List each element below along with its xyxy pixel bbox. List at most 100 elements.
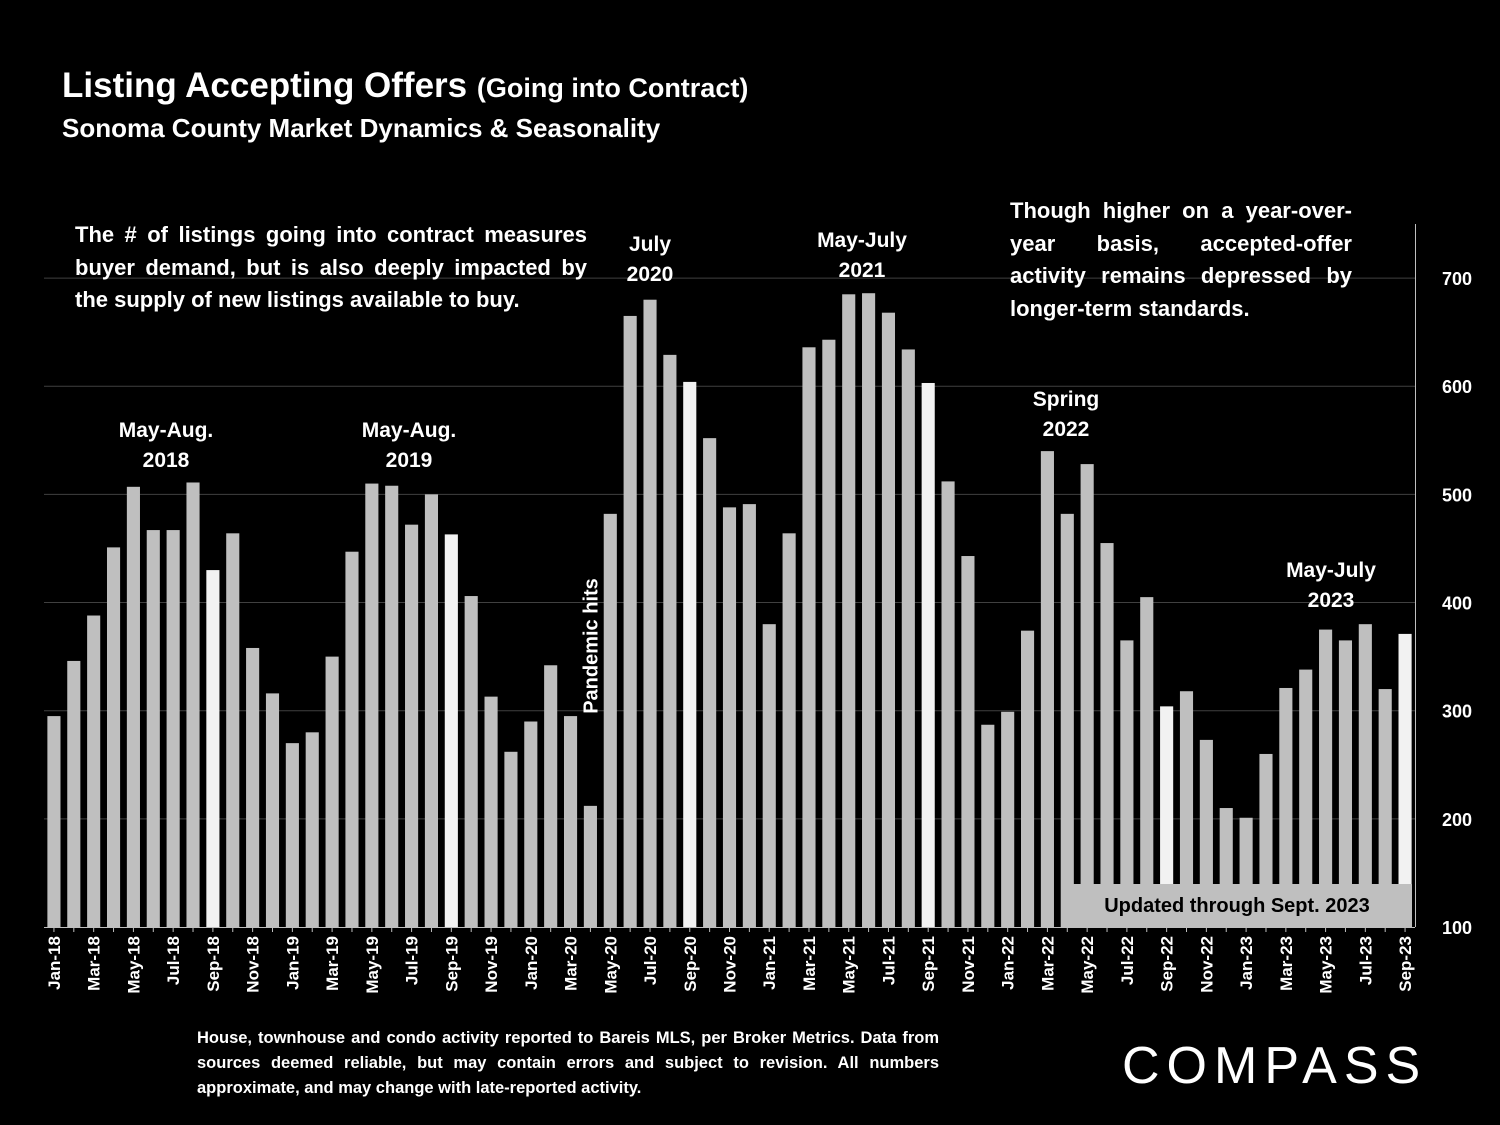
bar-Mar-22 (1040, 451, 1054, 927)
bar-Oct-22 (1179, 691, 1194, 927)
x-tick-label: Jul-21 (879, 936, 898, 985)
footer-note: House, townhouse and condo activity repo… (197, 1029, 939, 1097)
bar-Apr-21 (822, 339, 836, 927)
bar-Feb-23 (1259, 753, 1273, 927)
note-left: The # of listings going into contract me… (75, 222, 587, 312)
x-tick-label: May-19 (363, 936, 382, 994)
bar-Jul-18 (166, 530, 180, 927)
y-tick-label: 200 (1442, 810, 1472, 830)
x-tick-label: Mar-18 (85, 936, 104, 991)
x-tick-label: Sep-23 (1396, 936, 1415, 992)
bar-Apr-19 (345, 551, 359, 927)
annotation-line: 2023 (1307, 589, 1355, 612)
x-tick-label: Nov-21 (959, 936, 978, 993)
bar-Feb-22 (1020, 630, 1035, 927)
annotation-line: 2019 (385, 449, 433, 472)
bar-Sep-23 (1398, 633, 1412, 927)
bar-Oct-21 (941, 481, 955, 927)
x-tick-label: Mar-21 (800, 936, 819, 991)
annotation-july-2020: July 2020 (627, 230, 674, 290)
bar-Aug-23 (1378, 689, 1392, 927)
x-tick-label: Mar-22 (1038, 936, 1057, 991)
bar-Oct-20 (703, 438, 717, 927)
x-tick-label: Jul-22 (1118, 936, 1137, 985)
bar-Oct-19 (464, 596, 478, 927)
annotation-line: May-Aug. (118, 419, 214, 442)
bar-Jul-20 (643, 299, 657, 927)
bar-Nov-20 (722, 507, 737, 927)
bar-Jun-21 (862, 293, 876, 927)
x-tick-label: Sep-18 (204, 936, 223, 992)
bar-Aug-21 (901, 349, 915, 927)
bar-Jan-21 (762, 624, 776, 927)
bar-Mar-23 (1279, 687, 1293, 927)
bar-May-22 (1080, 464, 1094, 927)
annotation-line: May-July (817, 229, 907, 252)
bar-Nov-19 (484, 696, 498, 927)
x-tick-label: May-20 (601, 936, 620, 994)
bar-Feb-21 (782, 533, 796, 927)
x-tick-label: Jul-19 (403, 936, 422, 985)
y-tick-label: 700 (1442, 269, 1472, 289)
x-tick-label: Jan-23 (1237, 936, 1256, 990)
bar-May-18 (126, 486, 140, 927)
bar-Jan-18 (47, 716, 61, 927)
bar-Dec-18 (265, 693, 280, 927)
compass-logo: COMPASS (1122, 1037, 1428, 1095)
y-tick-label: 400 (1442, 594, 1472, 614)
annotation-line: July (628, 233, 672, 256)
bar-Jan-22 (1001, 711, 1015, 927)
x-tick-label: Jul-18 (164, 936, 183, 985)
bar-Apr-23 (1299, 669, 1313, 927)
bar-Jun-20 (623, 315, 637, 927)
bar-Sep-20 (683, 381, 697, 927)
x-tick-label: Nov-20 (721, 936, 740, 993)
bar-May-23 (1319, 629, 1333, 927)
annotation-may-aug-2019: May-Aug. 2019 (362, 416, 457, 476)
x-tick-label: Jan-20 (522, 936, 541, 990)
annotation-line: May-Aug. (361, 419, 457, 442)
x-tick-label: Jul-20 (641, 936, 660, 985)
x-tick-label: Sep-21 (919, 936, 938, 992)
bar-Aug-19 (424, 494, 439, 927)
x-tick-label: Sep-20 (681, 936, 700, 992)
bar-Nov-18 (246, 647, 260, 927)
bar-Mar-19 (325, 656, 339, 927)
x-tick-label: Nov-18 (244, 936, 263, 993)
bar-Feb-20 (544, 665, 558, 927)
bar-May-20 (603, 513, 617, 927)
x-tick-label: May-22 (1078, 936, 1097, 994)
bar-Mar-21 (802, 347, 816, 927)
annotation-line: 2022 (1042, 418, 1090, 441)
x-tick-label: Mar-19 (323, 936, 342, 991)
bar-May-19 (365, 483, 379, 927)
bar-Mar-20 (563, 716, 578, 927)
x-tick-label: Jan-21 (760, 936, 779, 990)
annotation-spring-2022: Spring 2022 (1033, 385, 1100, 445)
page-title: Listing Accepting Offers (Going into Con… (62, 66, 748, 106)
bar-Mar-18 (87, 615, 101, 927)
bar-Nov-21 (961, 556, 975, 927)
x-tick-label: Jan-22 (999, 936, 1018, 990)
annotation-line: 2018 (142, 449, 190, 472)
bar-Sep-21 (921, 382, 935, 927)
annotation-line: 2021 (838, 259, 886, 282)
bar-Jul-21 (881, 312, 896, 927)
x-axis-ticks: Jan-18 Mar-18 May-18 Jul-18 Sep-18 Nov-18 Jan-… (45, 927, 1415, 994)
x-tick-label: Jan-18 (45, 936, 64, 990)
bar-Apr-22 (1060, 513, 1074, 927)
note-right: Though higher on a year-over-year basis,… (1010, 198, 1352, 321)
x-tick-label: May-21 (840, 936, 859, 994)
y-tick-label: 100 (1442, 918, 1472, 938)
bar-Aug-20 (663, 354, 677, 927)
page-subtitle: Sonoma County Market Dynamics & Seasonal… (62, 113, 661, 143)
x-tick-label: May-23 (1317, 936, 1336, 994)
x-tick-label: May-18 (124, 936, 143, 994)
updated-badge: Updated through Sept. 2023 (1062, 884, 1412, 928)
bar-Dec-21 (981, 724, 995, 927)
bar-Jul-19 (405, 524, 419, 927)
bar-Aug-18 (186, 482, 200, 927)
bar-Sep-22 (1160, 706, 1174, 927)
x-tick-label: Sep-19 (442, 936, 461, 992)
